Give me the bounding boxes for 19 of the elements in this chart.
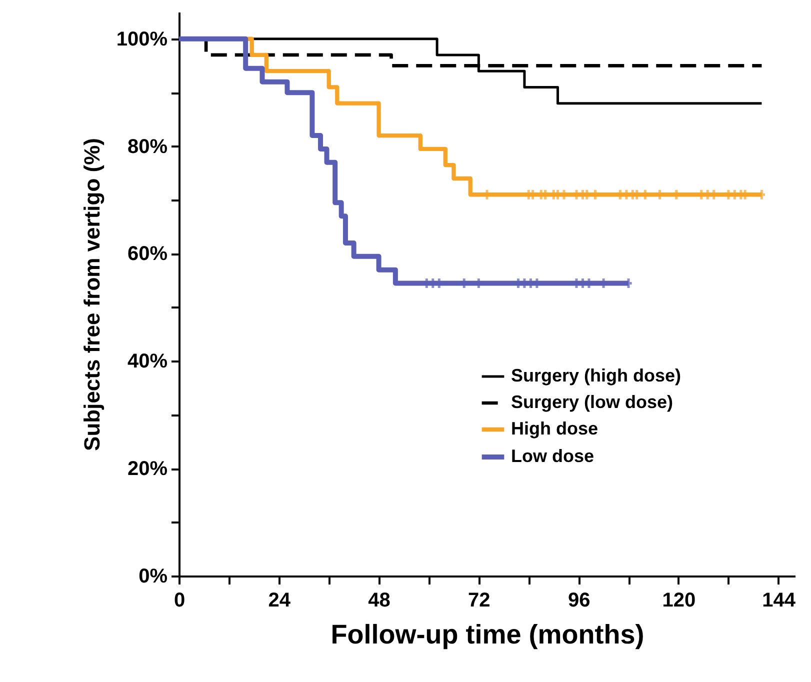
y-tick-label: 0% bbox=[138, 566, 168, 588]
x-tick-label: 144 bbox=[762, 590, 796, 612]
legend-label: Surgery (low dose) bbox=[511, 392, 674, 412]
x-tick-label: 0 bbox=[174, 590, 186, 612]
y-tick-label: 60% bbox=[127, 243, 168, 266]
x-tick-label: 96 bbox=[568, 590, 590, 612]
legend-label: Low dose bbox=[511, 446, 594, 466]
y-tick-label: 100% bbox=[116, 28, 168, 50]
y-tick-label: 20% bbox=[127, 458, 168, 480]
y-axis-title: Subjects free from vertigo (%) bbox=[79, 138, 104, 451]
x-tick-label: 24 bbox=[268, 590, 292, 612]
x-tick-label: 72 bbox=[468, 590, 490, 612]
y-tick-label: 40% bbox=[127, 350, 168, 373]
x-axis-title: Follow-up time (months) bbox=[330, 620, 644, 650]
x-tick-label: 120 bbox=[662, 590, 696, 612]
legend-label: High dose bbox=[511, 418, 598, 438]
y-tick-label: 80% bbox=[127, 136, 168, 158]
legend-label: Surgery (high dose) bbox=[511, 366, 682, 386]
x-tick-label: 48 bbox=[368, 590, 390, 612]
